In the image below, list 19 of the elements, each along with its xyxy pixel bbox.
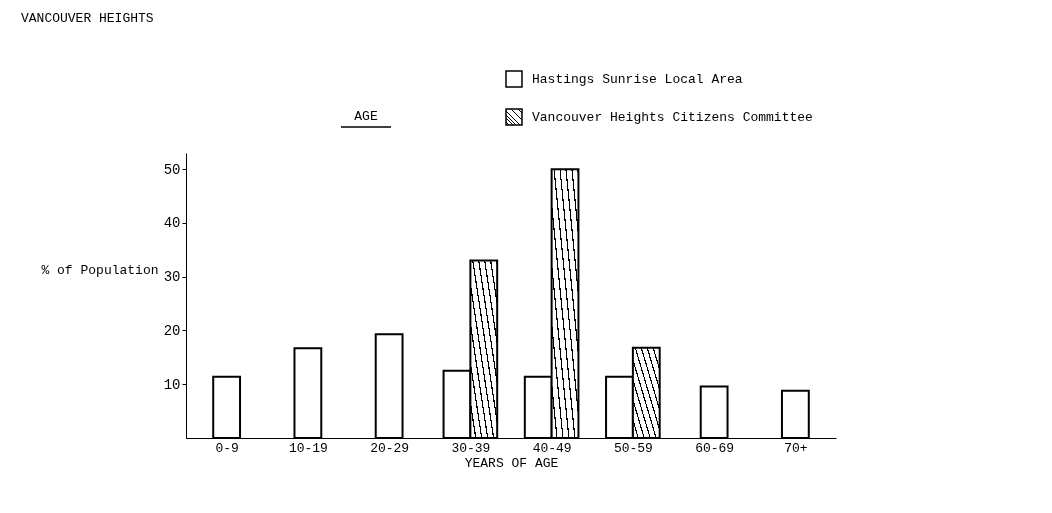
x-axis-title: YEARS OF AGE [464,455,559,471]
chart-title: VANCOUVER HEIGHTS [20,11,154,27]
x-tick-label: 60-69 [695,440,735,456]
x-tick-label: 10-19 [288,440,328,456]
y-tick-label: 40 [163,215,181,232]
x-tick-label: 0-9 [215,440,239,456]
y-tick-label: 10 [163,376,181,393]
x-tick-label: 70+ [784,440,808,456]
x-tick-label: 20-29 [370,440,410,456]
legend-label: Hastings Sunrise Local Area [532,72,743,87]
x-tick-label: 30-39 [451,440,491,456]
x-tick-label: 50-59 [613,440,653,456]
legend-label: Vancouver Heights Citizens Committee [532,110,813,125]
y-tick-label: 50 [163,161,181,178]
y-tick-label: 30 [163,269,181,286]
chart-subtitle: AGE [354,109,378,124]
y-axis-title: % of Population [41,263,159,279]
y-tick-label: 20 [163,322,181,339]
x-tick-label: 40-49 [532,440,572,456]
